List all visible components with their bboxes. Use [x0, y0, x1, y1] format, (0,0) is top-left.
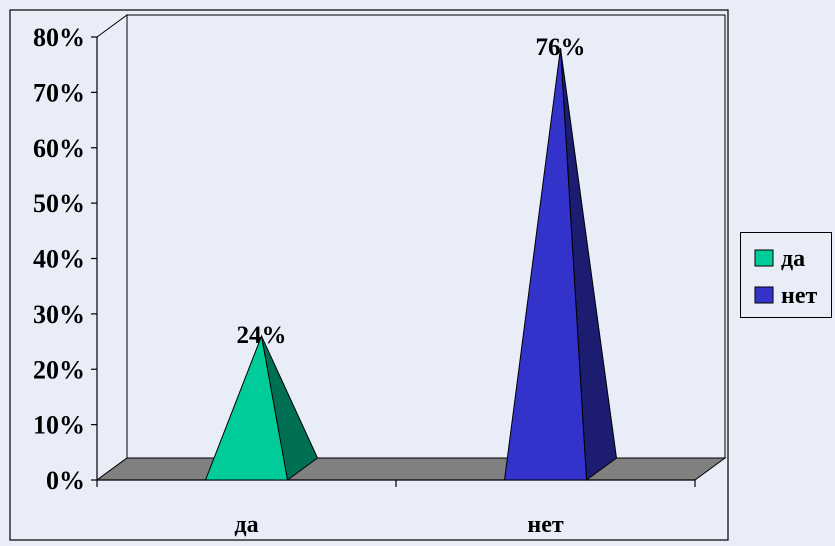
- data-labels: 24% 76%: [237, 34, 586, 349]
- y-tick-label: 10%: [33, 411, 85, 440]
- data-label: 24%: [237, 322, 287, 349]
- pyramid-front-2: [503, 48, 588, 481]
- x-category-label: нет: [527, 512, 563, 538]
- y-tick-label: 30%: [33, 300, 85, 329]
- bar-series: [204, 48, 618, 481]
- y-tick-label: 20%: [33, 355, 85, 384]
- plot-frame: [9, 9, 729, 541]
- x-category-label: да: [234, 512, 258, 538]
- y-tick-label: 80%: [33, 23, 85, 52]
- chart-border: [9, 9, 729, 541]
- y-tick-label: 60%: [33, 134, 85, 163]
- side-wall: [96, 14, 128, 481]
- legend-swatch: [754, 286, 774, 304]
- legend-label: да: [781, 246, 805, 272]
- y-tick-label: 40%: [33, 245, 85, 274]
- pyramid-front-1: [204, 334, 289, 481]
- category-axis: да нет: [234, 512, 563, 538]
- legend-swatch: [754, 249, 774, 267]
- legend-label: нет: [781, 283, 817, 309]
- y-tick-label: 0%: [46, 466, 85, 495]
- y-tick-label: 70%: [33, 78, 85, 107]
- legend-entries: да нет: [754, 246, 817, 309]
- legend: да нет: [740, 232, 832, 318]
- data-label: 76%: [536, 34, 586, 61]
- y-tick-label: 50%: [33, 189, 85, 218]
- back-wall: [126, 14, 726, 459]
- chart-floor: [95, 457, 727, 481]
- value-axis: 0% 10% 20% 30% 40% 50% 60% 70% 80%: [33, 23, 696, 495]
